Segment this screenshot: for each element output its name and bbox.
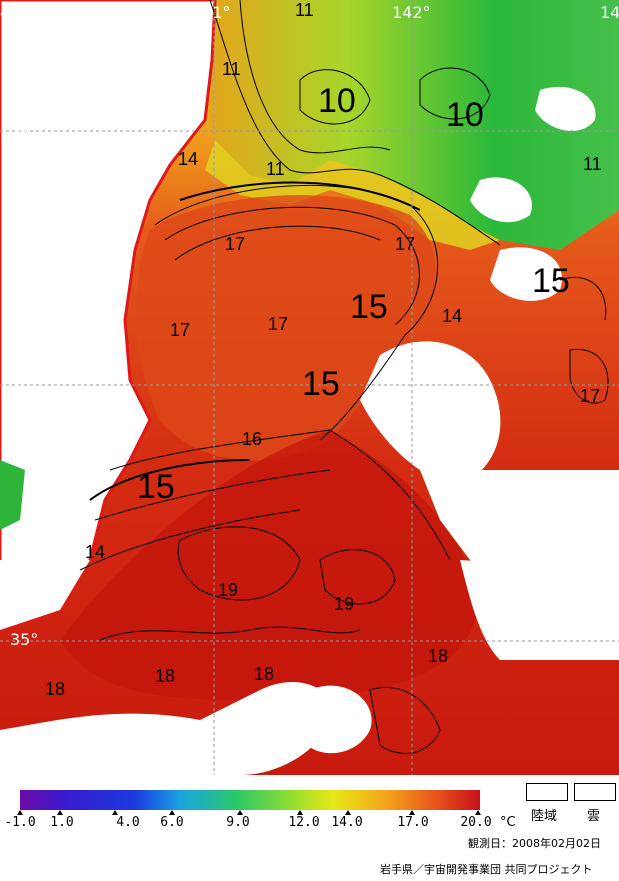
land-key-label: 陸域 [531, 809, 558, 824]
lat-label-36: 36° [10, 375, 38, 394]
legend-panel: -1.0 1.0 4.0 6.0 9.0 12.0 14.0 17.0 20.0… [0, 775, 619, 881]
lat-label-35: 35° [10, 630, 38, 649]
isotherm-label: 15 [532, 262, 570, 300]
cloud-key-swatch [574, 783, 616, 801]
isotherm-label: 14 [442, 306, 462, 326]
graticule [0, 0, 619, 775]
isotherm-label: 10 [318, 82, 356, 120]
scale-tick-label: 6.0 [160, 815, 184, 830]
isotherm-label: 14 [178, 149, 198, 169]
yellow-frontal-band [205, 140, 500, 250]
isotherm-label: 11 [583, 154, 602, 174]
isotherm-label: 17 [580, 386, 600, 406]
lat-label-37: 37° [10, 120, 38, 139]
cloud-cover [0, 86, 619, 775]
kuroshio-area [60, 430, 480, 700]
isotherm-label: 19 [218, 580, 238, 600]
isotherm-label: 11 [295, 0, 314, 20]
credit-text: 岩手県／宇宙開発事業団 共同プロジェクト [380, 863, 593, 876]
isotherm-label: 17 [268, 314, 288, 334]
land-key-swatch [526, 783, 568, 801]
land-boso [0, 560, 90, 630]
isotherm-label: 18 [45, 679, 65, 699]
isotherm-label: 11 [222, 59, 241, 79]
isotherm-label: 19 [334, 594, 354, 614]
lon-label-141: 141° [192, 3, 231, 22]
isotherm-label: 18 [155, 666, 175, 686]
scale-tick-label: 17.0 [397, 815, 429, 830]
isotherm-label: 17 [395, 234, 415, 254]
lon-label-140: 40° [0, 3, 28, 22]
observation-date: 観測日：2008年02月02日 [468, 837, 601, 850]
color-scale-bar [17, 790, 481, 815]
isotherm-label: 15 [137, 468, 175, 506]
isotherm-lines [79, 0, 609, 754]
isotherm-label: 10 [446, 96, 484, 134]
scale-tick-label: 20.0 [460, 815, 492, 830]
scale-tick-label: -1.0 [4, 815, 36, 830]
isotherm-label: 11 [266, 159, 285, 179]
warm-core-area [136, 195, 436, 461]
lon-label-142: 142° [392, 3, 431, 22]
isotherm-label: 17 [170, 320, 190, 340]
scale-tick-label: 12.0 [288, 815, 320, 830]
scale-unit: °C [500, 815, 516, 830]
scale-tick-label: 4.0 [116, 815, 140, 830]
scale-tick-label: 14.0 [331, 815, 363, 830]
scale-tick-label: 9.0 [226, 815, 250, 830]
isotherm-15 [89, 181, 421, 501]
scale-tick-label: 1.0 [50, 815, 74, 830]
lon-label-143: 14 [600, 3, 619, 22]
cloud-key-label: 雲 [587, 809, 601, 824]
isotherm-label: 17 [225, 234, 245, 254]
isotherm-label: 14 [85, 542, 105, 562]
sea-surface-temperature-map: 37° 36° 35° 40° 141° 142° 14 11 11 10 10… [0, 0, 619, 775]
isotherm-label: 18 [254, 664, 274, 684]
isotherm-label: 18 [428, 646, 448, 666]
isotherm-label: 16 [242, 429, 262, 449]
scale-ticks [17, 810, 481, 815]
isotherm-label: 15 [350, 288, 388, 326]
land-left-strip [0, 460, 25, 530]
isotherm-label: 15 [302, 365, 340, 403]
